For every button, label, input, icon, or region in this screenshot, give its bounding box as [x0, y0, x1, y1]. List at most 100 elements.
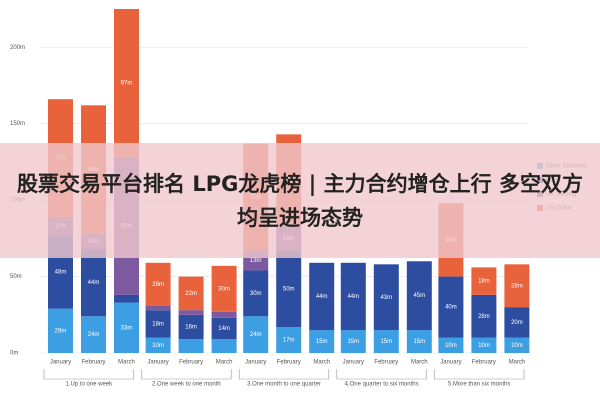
- data-label: 44m: [88, 280, 100, 286]
- title-banner: 股票交易平台排名 LPG龙虎榜 | 主力合约增仓上行 多空双方均呈进场态势: [0, 143, 600, 258]
- data-label: 22m: [185, 291, 197, 297]
- x-tick-label: January: [343, 360, 364, 366]
- data-label: 14m: [218, 326, 230, 332]
- data-label: 15m: [347, 339, 359, 345]
- data-label: 28m: [152, 282, 164, 288]
- bar-segment: [438, 276, 464, 338]
- data-label: 30m: [218, 286, 230, 292]
- x-tick-label: February: [472, 360, 496, 366]
- bar-segment: [438, 337, 464, 353]
- data-label: 45m: [413, 293, 425, 299]
- group-label: 3.One month to one quarter: [247, 382, 321, 388]
- data-label: 33m: [121, 325, 133, 331]
- x-tick-label: January: [440, 360, 461, 366]
- bar-segment: [373, 264, 399, 331]
- data-label: 24m: [88, 332, 100, 338]
- group-label: 4.One quarter to six months: [345, 382, 419, 388]
- bar-segment: [504, 337, 530, 353]
- data-label: 40m: [445, 305, 457, 311]
- bar-segment: [340, 262, 366, 331]
- bar-segment: [81, 249, 106, 317]
- bar-segment: [471, 267, 497, 295]
- data-label: 16m: [185, 325, 197, 331]
- group-bracket: [43, 369, 134, 380]
- y-tick-label: 150m: [10, 121, 25, 127]
- bar-segment: [340, 330, 366, 353]
- bar-segment: [243, 316, 269, 353]
- x-tick-label: February: [277, 360, 301, 366]
- data-label: 15m: [413, 339, 425, 345]
- bar-segment: [471, 294, 497, 338]
- data-label: 24m: [250, 332, 262, 338]
- bar-segment: [145, 337, 171, 353]
- data-label: 13m: [250, 258, 262, 264]
- y-tick-label: 0m: [10, 351, 18, 357]
- bar-segment: [471, 337, 497, 353]
- group-bracket: [434, 369, 525, 380]
- y-tick-label: 200m: [10, 45, 25, 51]
- bar-segment: [145, 305, 171, 311]
- bar-segment: [178, 276, 204, 311]
- bar-segment: [211, 339, 237, 353]
- group-bracket: [141, 369, 232, 380]
- x-tick-label: February: [179, 360, 203, 366]
- bar-segment: [114, 294, 139, 303]
- data-label: 10m: [511, 343, 523, 349]
- group-label: 5.More than six months: [448, 382, 510, 388]
- data-label: 15m: [316, 339, 328, 345]
- bar-segment: [406, 330, 432, 353]
- bar-segment: [114, 302, 139, 353]
- data-label: 10m: [478, 343, 490, 349]
- data-label: 29m: [55, 328, 67, 334]
- bar-segment: [178, 339, 204, 353]
- x-tick-label: March: [411, 360, 428, 366]
- bar-segment: [504, 264, 530, 308]
- bar-segment: [114, 9, 139, 158]
- bar-segment: [243, 270, 269, 317]
- x-tick-label: March: [216, 360, 233, 366]
- bar-segment: [504, 307, 530, 338]
- x-tick-label: January: [245, 360, 266, 366]
- x-tick-label: March: [118, 360, 135, 366]
- x-tick-label: February: [81, 360, 105, 366]
- data-label: 44m: [347, 294, 359, 300]
- bar-segment: [309, 330, 335, 353]
- x-tick-label: February: [374, 360, 398, 366]
- bar-segment: [373, 330, 399, 353]
- group-bracket: [238, 369, 330, 380]
- bar-segment: [178, 314, 204, 340]
- bar-segment: [178, 310, 204, 315]
- data-label: 10m: [152, 343, 164, 349]
- bar-segment: [81, 316, 106, 353]
- bar-segment: [309, 262, 335, 331]
- bar-segment: [145, 262, 171, 306]
- chart-title: 股票交易平台排名 LPG龙虎榜 | 主力合约增仓上行 多空双方均呈进场态势: [17, 171, 583, 230]
- data-label: 97m: [121, 81, 133, 87]
- data-label: 30m: [250, 291, 262, 297]
- data-label: 18m: [152, 322, 164, 328]
- data-label: 20m: [511, 320, 523, 326]
- data-label: 28m: [511, 283, 523, 289]
- group-label: 1.Up to one week: [65, 382, 113, 388]
- bar-segment: [406, 261, 432, 331]
- y-tick-label: 50m: [10, 274, 22, 280]
- data-label: 48m: [55, 270, 67, 276]
- x-tick-label: March: [313, 360, 330, 366]
- data-label: 10m: [445, 343, 457, 349]
- x-tick-label: January: [50, 360, 71, 366]
- data-label: 43m: [380, 295, 392, 301]
- bar-segment: [48, 308, 73, 353]
- x-tick-label: March: [509, 360, 526, 366]
- bar-segment: [211, 265, 237, 312]
- bar-segment: [211, 311, 237, 318]
- group-bracket: [336, 369, 427, 380]
- data-label: 28m: [478, 314, 490, 320]
- bar-segment: [211, 317, 237, 340]
- bar-segment: [145, 310, 171, 338]
- group-label: 2.One week to one month: [152, 382, 221, 388]
- data-label: 50m: [283, 286, 295, 292]
- x-tick-label: January: [147, 360, 168, 366]
- data-label: 15m: [380, 339, 392, 345]
- bar-segment: [276, 327, 302, 353]
